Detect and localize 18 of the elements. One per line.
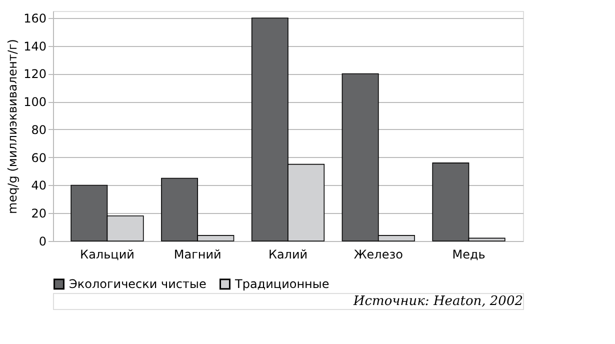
y-tick-label: 40 [31,178,46,193]
text: Источник: Heaton, 2002 [352,294,523,309]
x-tick-label: Железо [354,248,403,262]
y-tick-label: 160 [24,11,46,26]
y-tick-label: 20 [31,206,46,221]
y-tick-label: 140 [24,39,46,54]
y-tick-label: 120 [24,67,46,82]
x-tick-label: Кальций [80,248,134,262]
legend-label: Экологически чистые [69,277,206,292]
y-tick-label: 100 [24,95,46,110]
x-tick-label: Магний [174,248,222,262]
x-tick-label: Медь [452,248,486,262]
legend-label: Традиционные [234,277,330,292]
x-tick-label: Калий [268,248,308,262]
y-tick-label: 60 [31,150,46,165]
y-tick-label: 0 [38,234,46,248]
y-axis-title: meq/g (миллиэквивалент/г) [6,39,20,214]
y-tick-label: 80 [31,122,46,137]
